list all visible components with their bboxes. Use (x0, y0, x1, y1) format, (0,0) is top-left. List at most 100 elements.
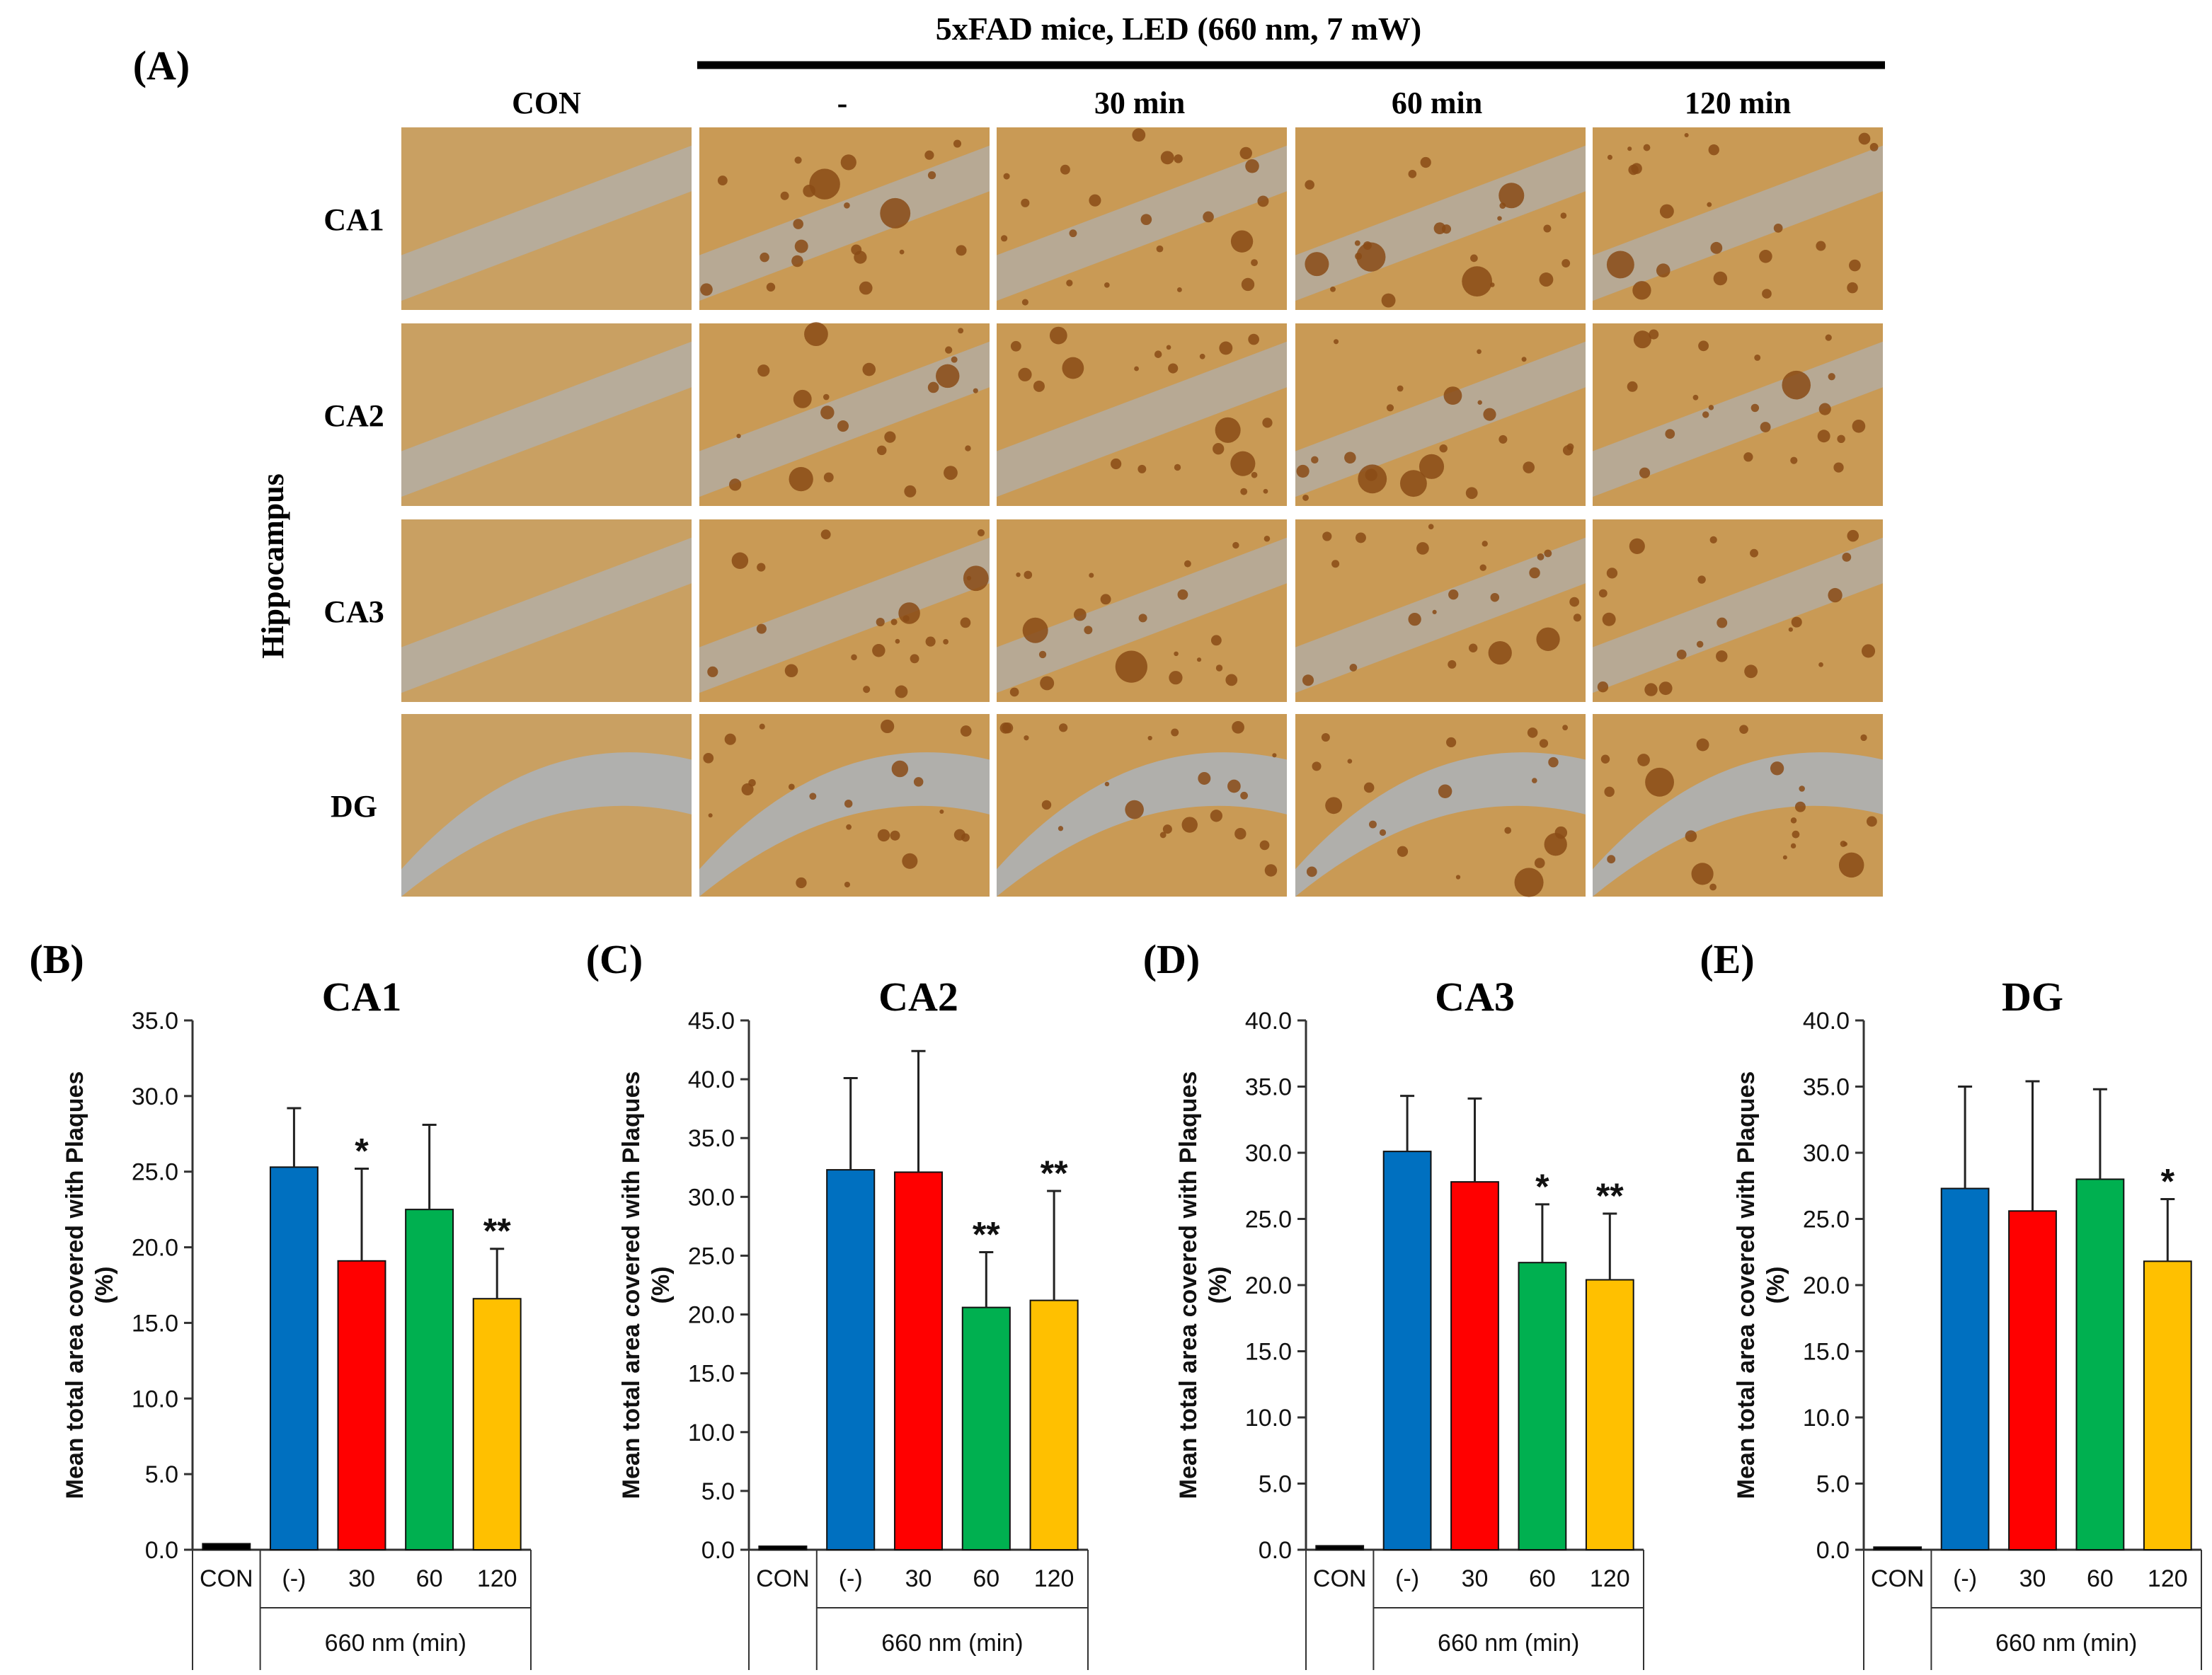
chart-title: CA1 (322, 974, 402, 1020)
y-tick-label: 5.0 (701, 1478, 735, 1505)
panel-letter: (C) (586, 936, 643, 982)
y-tick-label: 20.0 (132, 1235, 178, 1262)
bar-30 (337, 1260, 386, 1550)
x-tick-label-60: 60 (973, 1565, 999, 1592)
y-tick-label: 10.0 (1245, 1405, 1292, 1432)
y-axis-unit: (%) (1763, 1267, 1789, 1304)
y-tick-label: 15.0 (132, 1310, 178, 1337)
panel-letter: (E) (1700, 936, 1754, 982)
bar-60 (405, 1209, 454, 1550)
y-axis-label: Mean total area covered with Plaques (618, 1071, 645, 1500)
significance-marker-60: * (1535, 1167, 1549, 1207)
y-tick-label: 40.0 (688, 1066, 735, 1093)
bar-30 (2008, 1210, 2057, 1551)
bar-con (1873, 1546, 1922, 1551)
y-tick-label: 25.0 (1803, 1207, 1850, 1233)
bar-chart-dg: (E) DG 0.0 5.0 10.0 15.0 20.0 25.0 30.0 35.0 40.0 M… (1700, 936, 2202, 1670)
micrograph-ca1-30-min (997, 127, 1287, 310)
bar-120 (472, 1298, 522, 1550)
y-axis-unit: (%) (91, 1267, 118, 1304)
y-tick-label: 15.0 (688, 1361, 735, 1388)
y-tick-label: 10.0 (132, 1386, 178, 1412)
bar-30 (1450, 1181, 1499, 1550)
significance-marker-120: ** (1596, 1176, 1624, 1216)
y-tick-label: 20.0 (1803, 1272, 1850, 1299)
x-group-label: 660 nm (min) (881, 1630, 1023, 1657)
significance-marker-30: * (355, 1131, 369, 1170)
micrograph-ca3-none (699, 519, 990, 702)
panel-letter: (D) (1143, 936, 1200, 982)
x-tick-label-con: CON (1313, 1565, 1367, 1592)
chart-title: DG (2002, 974, 2063, 1020)
x-tick-label-120: 120 (1034, 1565, 1075, 1592)
bar-none (1382, 1151, 1432, 1550)
y-tick-label: 25.0 (688, 1243, 735, 1270)
micrograph-ca2-30-min (997, 323, 1287, 506)
bar-60 (2075, 1178, 2125, 1550)
x-tick-label-30: 30 (348, 1565, 375, 1592)
x-group-label: 660 nm (min) (325, 1630, 466, 1657)
bar-none (826, 1169, 876, 1550)
y-tick-label: 30.0 (132, 1083, 178, 1110)
micrograph-dg-60-min (1295, 714, 1586, 897)
panel-letter: (B) (29, 936, 84, 982)
micrograph-dg-30-min (997, 714, 1287, 897)
micrograph-dg-none (699, 714, 990, 897)
y-tick-label: 5.0 (1259, 1471, 1292, 1498)
y-axis-unit: (%) (1205, 1267, 1232, 1304)
chart-title: CA3 (1435, 974, 1515, 1020)
y-tick-label: 20.0 (688, 1302, 735, 1329)
bar-con (758, 1546, 808, 1551)
micrograph-ca3-120-min (1593, 519, 1883, 702)
y-tick-label: 5.0 (1816, 1471, 1850, 1498)
bar-con (1315, 1545, 1365, 1550)
significance-marker-120: ** (1041, 1153, 1068, 1193)
y-tick-label: 40.0 (1245, 1008, 1292, 1035)
x-tick-label-none: (-) (839, 1565, 863, 1592)
micrograph-ca1-none (699, 127, 990, 310)
y-tick-label: 35.0 (1245, 1074, 1292, 1101)
x-tick-label-30: 30 (1462, 1565, 1489, 1592)
x-group-label: 660 nm (min) (1995, 1630, 2137, 1657)
y-tick-label: 10.0 (1803, 1405, 1850, 1432)
column-label-60-min: 60 min (1392, 86, 1482, 120)
y-tick-label: 0.0 (1259, 1537, 1292, 1564)
x-tick-label-60: 60 (1529, 1565, 1556, 1592)
x-tick-label-120: 120 (477, 1565, 517, 1592)
x-tick-label-con: CON (200, 1565, 253, 1592)
x-tick-label-none: (-) (1395, 1565, 1419, 1592)
significance-marker-120: * (2161, 1161, 2175, 1201)
y-tick-label: 5.0 (145, 1461, 178, 1488)
y-axis-label: Mean total area covered with Plaques (1733, 1071, 1760, 1500)
bar-120 (2143, 1260, 2192, 1550)
micrograph-ca1-120-min (1593, 127, 1883, 310)
bar-chart-ca2: (C) CA2 0.0 5.0 10.0 15.0 20.0 25.0 30.0 35.0 40.0… (586, 936, 1089, 1670)
micrograph-ca3-30-min (997, 519, 1287, 702)
row-label-ca2: CA2 (323, 398, 384, 433)
x-tick-label-none: (-) (1953, 1565, 1977, 1592)
bar-chart-ca1: (B) CA1 0.0 5.0 10.0 15.0 20.0 25.0 30.0 35.0 Mean… (29, 936, 532, 1670)
x-tick-label-none: (-) (282, 1565, 306, 1592)
y-tick-label: 25.0 (1245, 1207, 1292, 1233)
bar-chart-ca3: (D) CA3 0.0 5.0 10.0 15.0 20.0 25.0 30.0 35.0 40.0… (1143, 936, 1644, 1670)
y-tick-label: 35.0 (688, 1125, 735, 1152)
y-tick-label: 30.0 (688, 1184, 735, 1211)
x-tick-label-con: CON (756, 1565, 810, 1592)
significance-marker-120: ** (483, 1211, 511, 1251)
bar-none (269, 1166, 319, 1550)
treatment-header: 5xFAD mice, LED (660 nm, 7 mW) (936, 11, 1422, 47)
x-tick-label-con: CON (1871, 1565, 1925, 1592)
bar-60 (961, 1306, 1011, 1551)
x-group-label: 660 nm (min) (1438, 1630, 1579, 1657)
y-tick-label: 25.0 (132, 1159, 178, 1186)
micrograph-dg-con (401, 714, 692, 897)
x-tick-label-30: 30 (2019, 1565, 2046, 1592)
column-label-120-min: 120 min (1685, 86, 1791, 120)
y-tick-label: 35.0 (1803, 1074, 1850, 1101)
y-tick-label: 30.0 (1803, 1140, 1850, 1167)
bar-120 (1585, 1279, 1634, 1551)
y-axis-unit: (%) (648, 1267, 675, 1304)
y-tick-label: 20.0 (1245, 1272, 1292, 1299)
x-tick-label-60: 60 (416, 1565, 443, 1592)
